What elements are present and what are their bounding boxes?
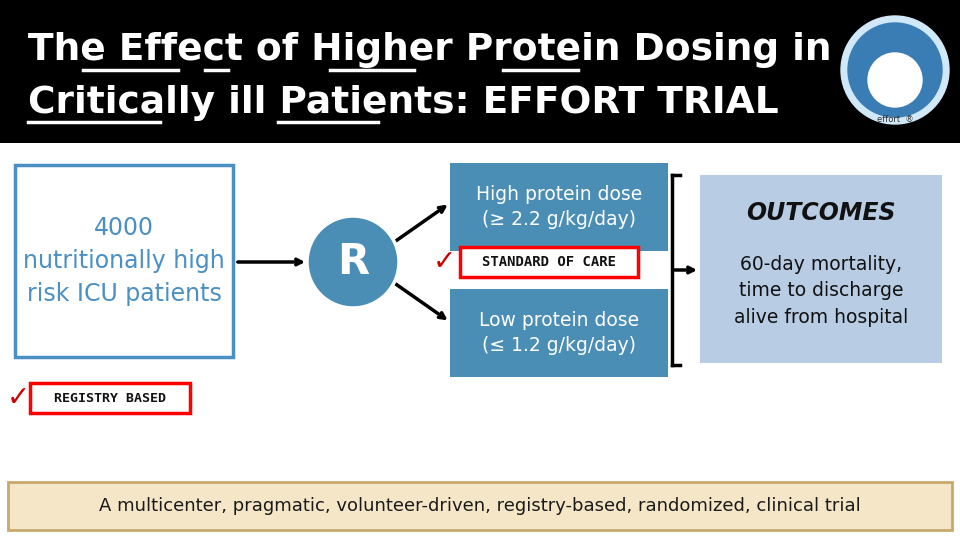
FancyBboxPatch shape: [450, 163, 668, 251]
Text: effort  ®: effort ®: [876, 116, 913, 125]
Text: OUTCOMES: OUTCOMES: [746, 201, 896, 225]
Text: A multicenter, pragmatic, volunteer-driven, registry-based, randomized, clinical: A multicenter, pragmatic, volunteer-driv…: [99, 497, 861, 515]
Text: STANDARD OF CARE: STANDARD OF CARE: [482, 255, 616, 269]
Text: High protein dose
(≥ 2.2 g/kg/day): High protein dose (≥ 2.2 g/kg/day): [476, 185, 642, 229]
FancyBboxPatch shape: [8, 482, 952, 530]
Circle shape: [848, 23, 942, 117]
Circle shape: [868, 53, 922, 107]
FancyBboxPatch shape: [15, 165, 233, 357]
Text: ✓: ✓: [432, 248, 456, 276]
Circle shape: [841, 16, 949, 124]
FancyBboxPatch shape: [0, 0, 960, 143]
Text: Critically ill Patients: EFFORT TRIAL: Critically ill Patients: EFFORT TRIAL: [28, 85, 779, 121]
Text: R: R: [337, 241, 369, 283]
FancyBboxPatch shape: [460, 247, 638, 277]
Text: REGISTRY BASED: REGISTRY BASED: [54, 392, 166, 404]
Text: 60-day mortality,
time to discharge
alive from hospital: 60-day mortality, time to discharge aliv…: [733, 255, 908, 327]
Text: The Effect of Higher Protein Dosing in: The Effect of Higher Protein Dosing in: [28, 32, 831, 68]
Text: ✓: ✓: [7, 384, 30, 412]
Text: 4000
nutritionally high
risk ICU patients: 4000 nutritionally high risk ICU patient…: [23, 217, 225, 306]
Text: Low protein dose
(≤ 1.2 g/kg/day): Low protein dose (≤ 1.2 g/kg/day): [479, 311, 639, 355]
FancyBboxPatch shape: [30, 383, 190, 413]
FancyBboxPatch shape: [450, 289, 668, 377]
Circle shape: [307, 216, 399, 308]
FancyBboxPatch shape: [700, 175, 942, 363]
